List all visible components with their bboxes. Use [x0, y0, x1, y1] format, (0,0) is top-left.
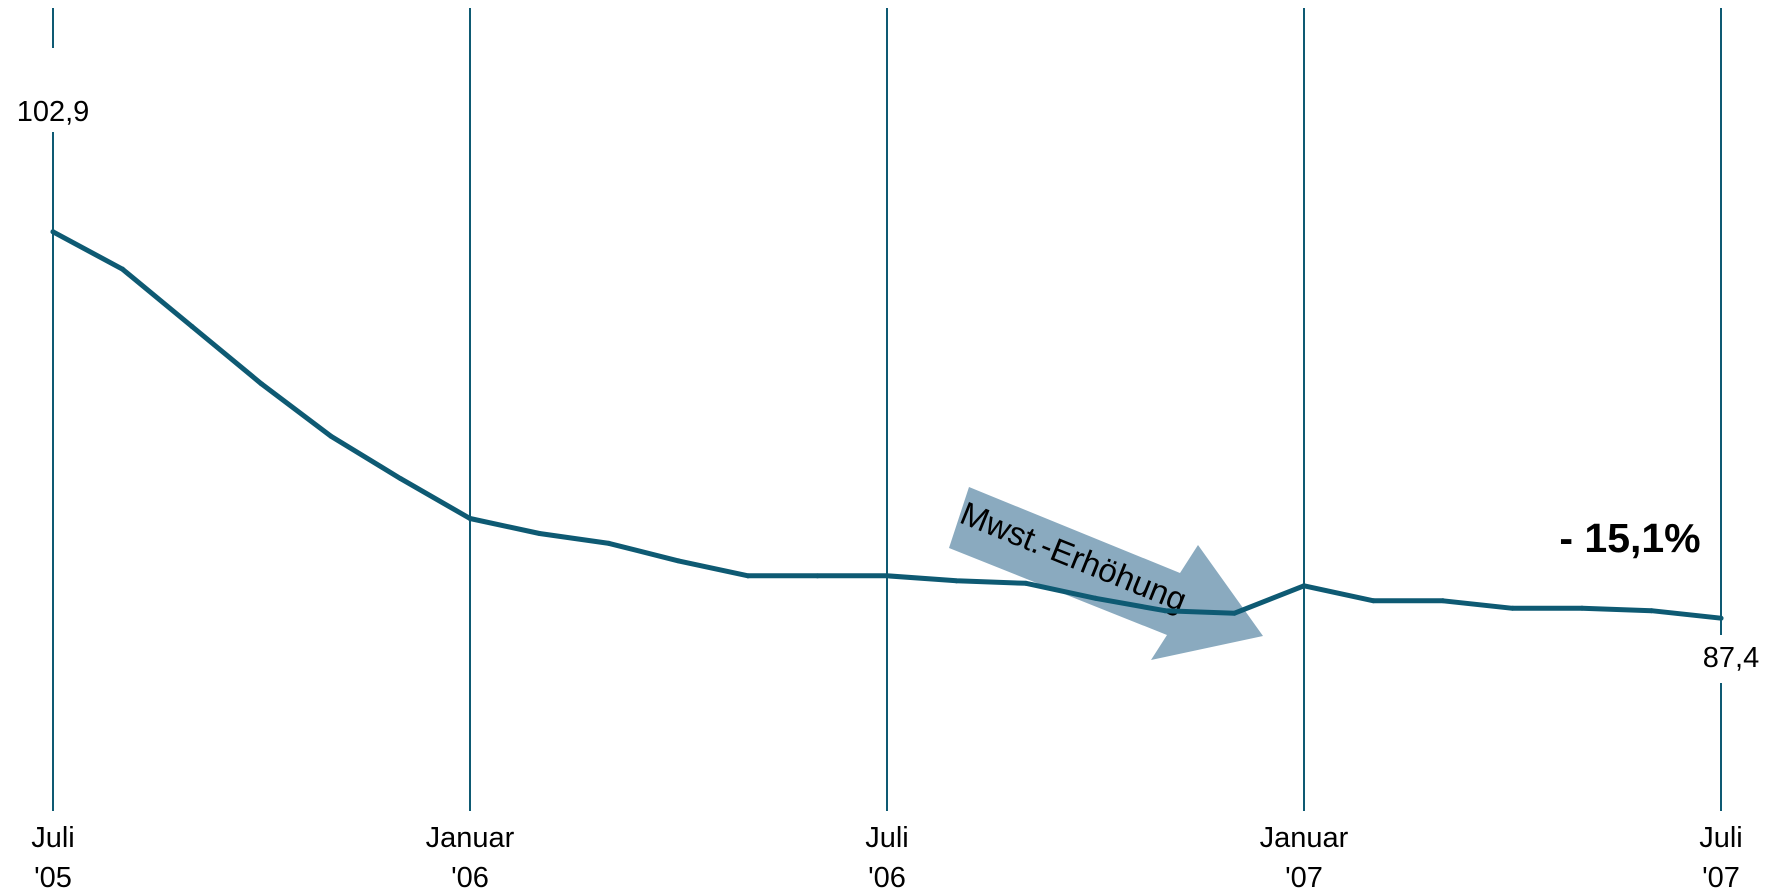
- data-point-13: [954, 578, 959, 584]
- x-tick-label-3-line1: Januar: [1260, 822, 1349, 854]
- data-point-3: [259, 381, 264, 387]
- change-annotation: - 15,1%: [1559, 515, 1700, 561]
- x-tick-label-4-line1: Juli: [1699, 822, 1743, 854]
- arrow-shape: [949, 487, 1263, 660]
- data-point-14: [1023, 580, 1029, 586]
- data-label-first: 102,9: [17, 96, 90, 128]
- data-point-19: [1371, 598, 1376, 604]
- data-point-18: [1301, 583, 1307, 589]
- x-tick-label-1-line1: Januar: [426, 822, 515, 854]
- data-point-20: [1440, 598, 1446, 604]
- data-point-2: [189, 324, 195, 330]
- data-point-15: [1093, 595, 1098, 601]
- data-point-7: [537, 530, 542, 536]
- data-point-9: [676, 558, 681, 564]
- data-point-24: [1718, 615, 1724, 621]
- x-tick-label-2-line2: '06: [868, 862, 906, 888]
- data-point-1: [120, 266, 125, 272]
- data-point-12: [884, 573, 890, 579]
- data-label-last: 87,4: [1703, 642, 1759, 674]
- data-point-0: [50, 229, 56, 235]
- data-point-22: [1579, 605, 1585, 611]
- data-point-8: [606, 540, 612, 546]
- gridlines: [52, 8, 1722, 811]
- series-layer: [50, 229, 1724, 621]
- x-tick-label-1-line2: '06: [451, 862, 489, 888]
- data-point-5: [398, 476, 403, 482]
- data-point-6: [467, 515, 473, 521]
- x-tick-label-4-line2: '07: [1702, 862, 1740, 888]
- data-point-16: [1162, 608, 1168, 614]
- data-point-21: [1510, 605, 1515, 611]
- data-point-23: [1649, 608, 1654, 614]
- x-tick-label-3-line2: '07: [1285, 862, 1323, 888]
- data-point-10: [745, 573, 751, 579]
- x-tick-label-2-line1: Juli: [865, 822, 909, 854]
- x-tick-label-0-line1: Juli: [31, 822, 75, 854]
- x-tick-label-0-line2: '05: [34, 862, 72, 888]
- vat-increase-arrow: Mwst.-Erhöhung: [949, 487, 1263, 660]
- data-point-17: [1232, 610, 1237, 616]
- data-point-11: [815, 573, 820, 579]
- data-point-4: [328, 433, 334, 439]
- labels-layer: Juli '05 Januar '06 Juli '06 Januar '07 Juli '07 1…: [17, 96, 1760, 888]
